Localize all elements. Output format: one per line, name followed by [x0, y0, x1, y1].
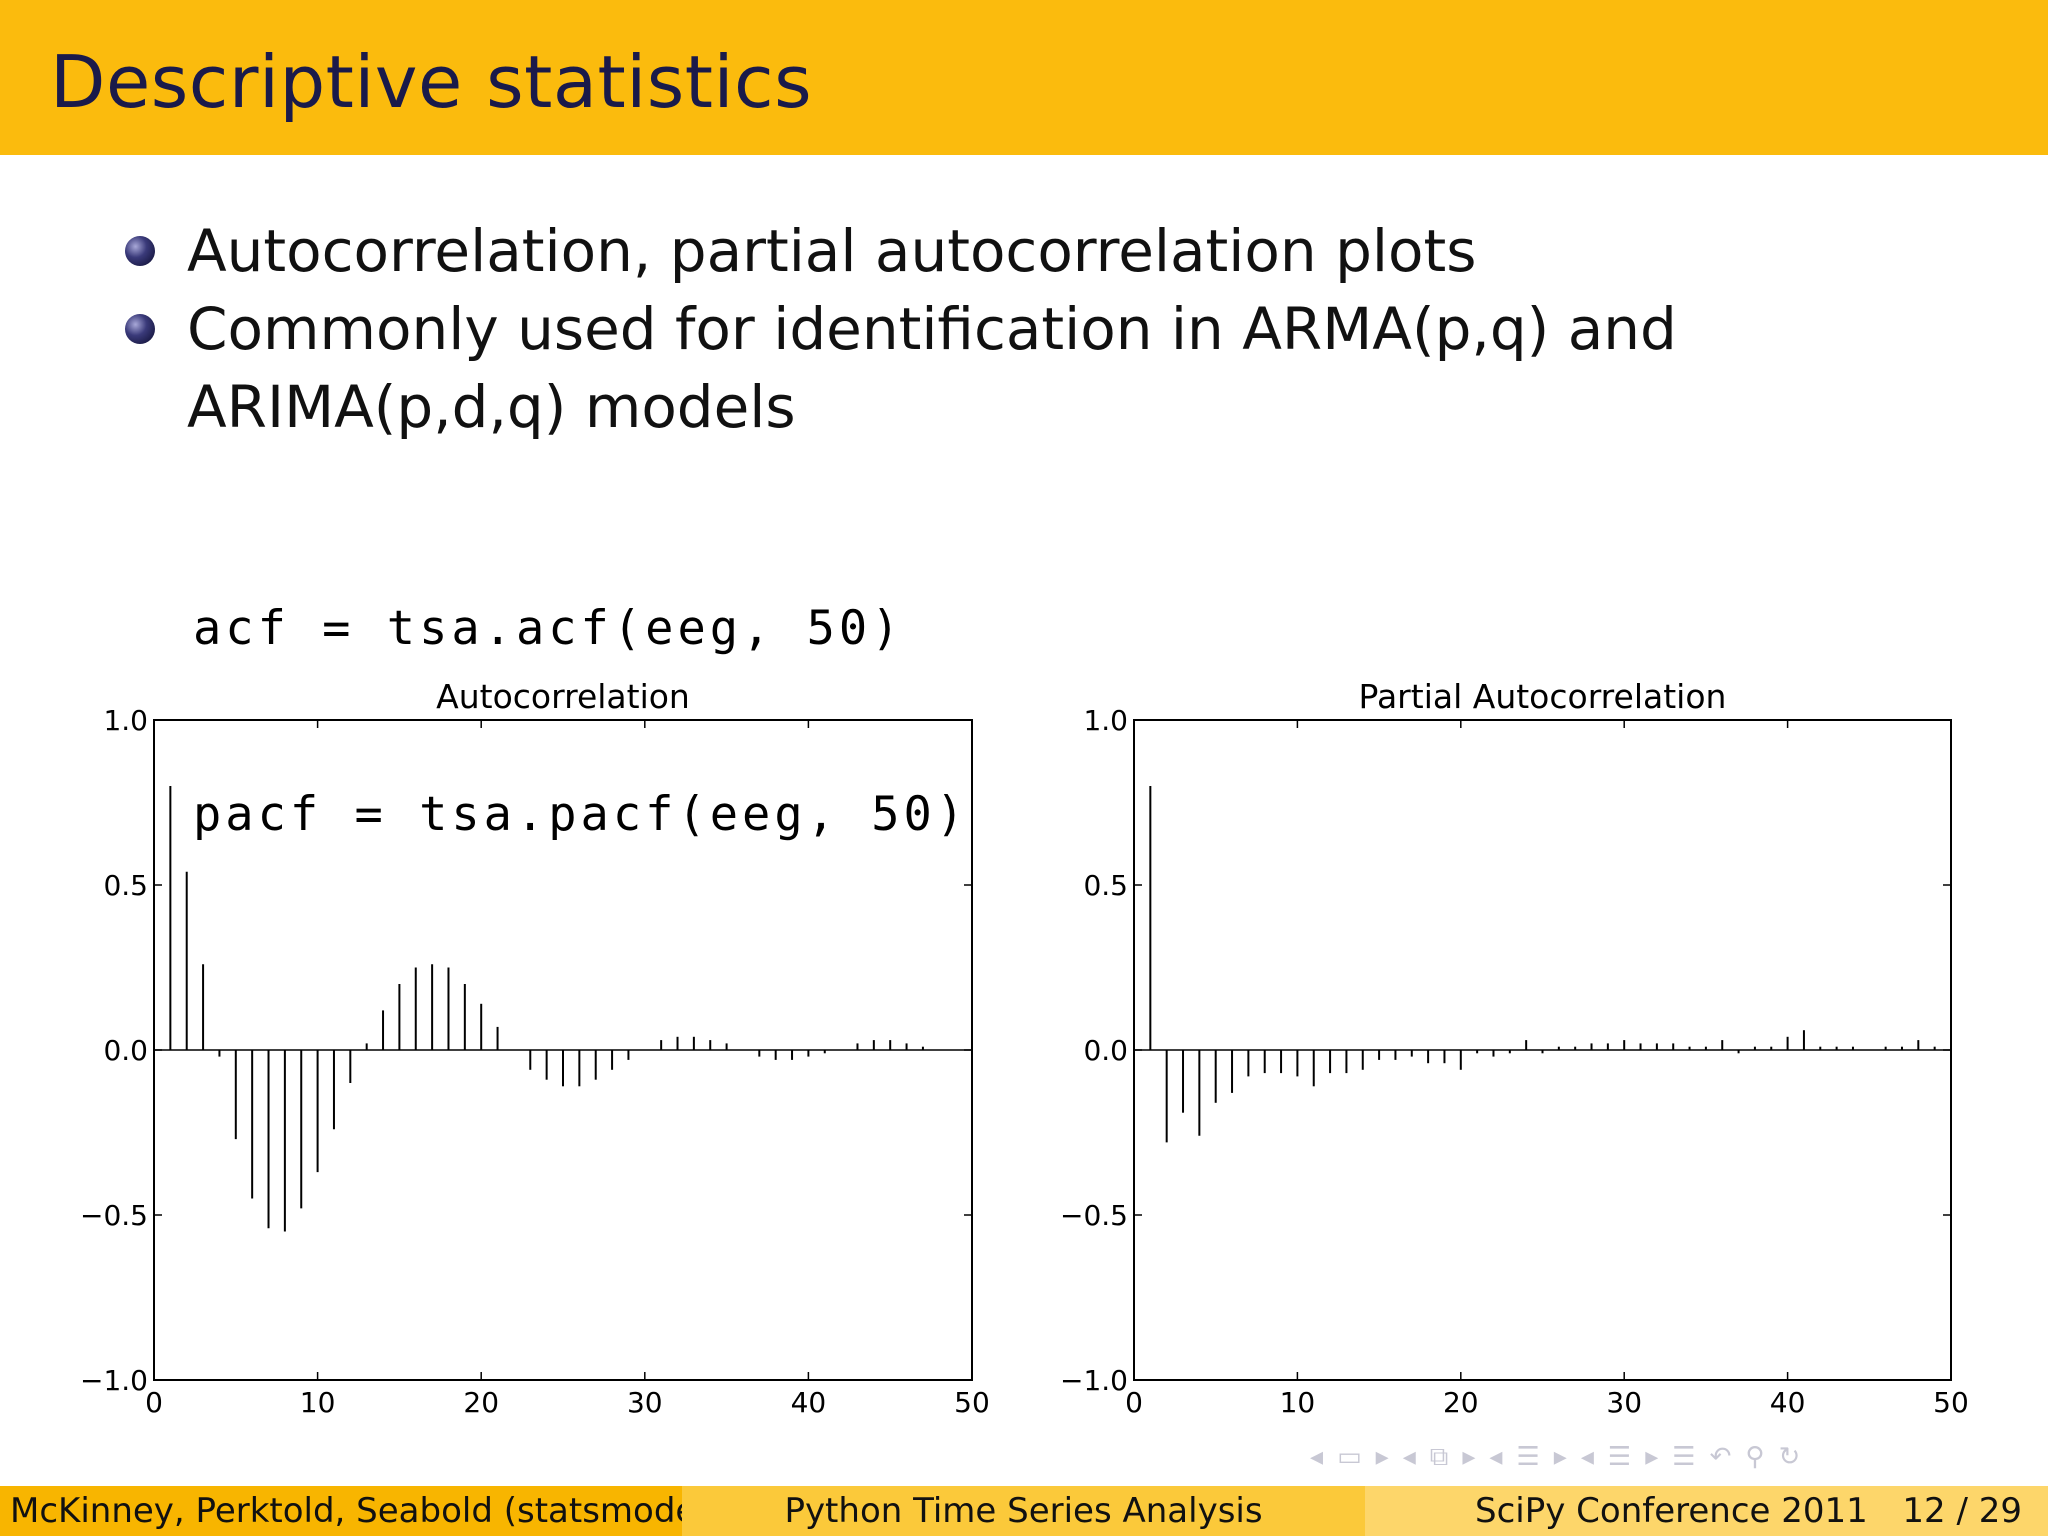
chart-pacf: Partial Autocorrelation 0 10 20 30 40 50 −1.0 −0… — [1060, 677, 1969, 1419]
x-tick-label: 10 — [300, 1386, 336, 1419]
navigation-controls: ◂ ▭ ▸ ◂ ⧉ ▸ ◂ ☰ ▸ ◂ ☰ ▸ ☰ ↶ ⚲ ↻ — [1310, 1440, 2030, 1474]
bullet-icon — [125, 314, 155, 344]
x-tick-label: 0 — [1125, 1386, 1143, 1419]
y-tick-label: −0.5 — [1060, 1199, 1128, 1232]
footer-authors: McKinney, Perktold, Seabold (statsmodels… — [0, 1486, 737, 1536]
y-tick-label: 0.0 — [1083, 1034, 1128, 1067]
code-line: acf = tsa.acf(eeg, 50) — [193, 601, 904, 656]
x-tick-label: 50 — [1933, 1386, 1969, 1419]
slide-footer: McKinney, Perktold, Seabold (statsmodels… — [0, 1486, 2048, 1536]
search-icon[interactable]: ⚲ — [1745, 1442, 1765, 1472]
code-line: pacf = tsa.pacf(eeg, 50) — [193, 787, 969, 842]
y-tick-label: 0.5 — [1083, 869, 1128, 902]
x-tick-label: 20 — [1443, 1386, 1479, 1419]
slide-header: Descriptive statistics — [0, 0, 2048, 155]
chart-title: Partial Autocorrelation — [1359, 677, 1727, 716]
y-tick-label: 0.0 — [103, 1034, 148, 1067]
bullet-text: Commonly used for identification in ARMA… — [187, 295, 1677, 441]
x-tick-label: 30 — [1606, 1386, 1642, 1419]
nav-left-arrow-icon[interactable]: ◂ — [1489, 1442, 1503, 1472]
refresh-icon[interactable]: ↻ — [1778, 1442, 1801, 1472]
y-tick-label: −1.0 — [80, 1364, 148, 1397]
align-icon[interactable]: ☰ — [1672, 1442, 1696, 1472]
bullet-item: Autocorrelation, partial autocorrelation… — [125, 212, 1985, 290]
subsection-icon[interactable]: ⧉ — [1429, 1441, 1449, 1472]
y-tick-label: 1.0 — [103, 704, 148, 737]
x-tick-label: 0 — [145, 1386, 163, 1419]
x-tick-label: 20 — [463, 1386, 499, 1419]
footer-talk-title: Python Time Series Analysis — [682, 1486, 1365, 1536]
bullet-item: Commonly used for identification in ARMA… — [125, 290, 1985, 446]
code-block: acf = tsa.acf(eeg, 50) pacf = tsa.pacf(e… — [193, 474, 968, 908]
footer-conference: SciPy Conference 2011 — [1475, 1491, 1868, 1531]
y-tick-label: −0.5 — [80, 1199, 148, 1232]
nav-left-arrow-icon[interactable]: ◂ — [1580, 1442, 1594, 1472]
nav-right-arrow-icon[interactable]: ▸ — [1462, 1442, 1476, 1472]
footer-page-number: 12 / 29 — [1902, 1491, 2022, 1531]
nav-left-arrow-icon[interactable]: ◂ — [1402, 1442, 1416, 1472]
back-icon[interactable]: ↶ — [1709, 1442, 1732, 1472]
x-tick-label: 30 — [627, 1386, 663, 1419]
bullet-list: Autocorrelation, partial autocorrelation… — [125, 212, 1985, 446]
y-tick-label: 0.5 — [103, 869, 148, 902]
nav-left-arrow-icon[interactable]: ◂ — [1310, 1442, 1324, 1472]
chart-acf: Autocorrelation 0 10 20 30 40 50 −1.0 −0.5 0.0 0.5… — [80, 677, 990, 1419]
x-tick-label: 40 — [1770, 1386, 1806, 1419]
bullet-icon — [125, 236, 155, 266]
nav-right-arrow-icon[interactable]: ▸ — [1553, 1442, 1567, 1472]
frame-icon[interactable]: ▭ — [1337, 1442, 1362, 1472]
x-tick-label: 50 — [954, 1386, 990, 1419]
nav-right-arrow-icon[interactable]: ▸ — [1375, 1442, 1389, 1472]
bullet-text: Autocorrelation, partial autocorrelation… — [187, 217, 1477, 285]
footer-right: SciPy Conference 2011 12 / 29 — [1365, 1486, 2048, 1536]
chart-title: Autocorrelation — [436, 677, 690, 716]
charts-figure: Autocorrelation 0 10 20 30 40 50 −1.0 −0.5 0.0 0.5… — [80, 677, 1969, 1419]
x-tick-label: 40 — [791, 1386, 827, 1419]
section-icon[interactable]: ☰ — [1516, 1442, 1540, 1472]
section-icon[interactable]: ☰ — [1607, 1442, 1632, 1472]
slide-title: Descriptive statistics — [50, 40, 813, 124]
y-tick-label: −1.0 — [1060, 1364, 1128, 1397]
x-tick-label: 10 — [1280, 1386, 1316, 1419]
y-tick-label: 1.0 — [1083, 704, 1128, 737]
nav-right-arrow-icon[interactable]: ▸ — [1645, 1442, 1659, 1472]
